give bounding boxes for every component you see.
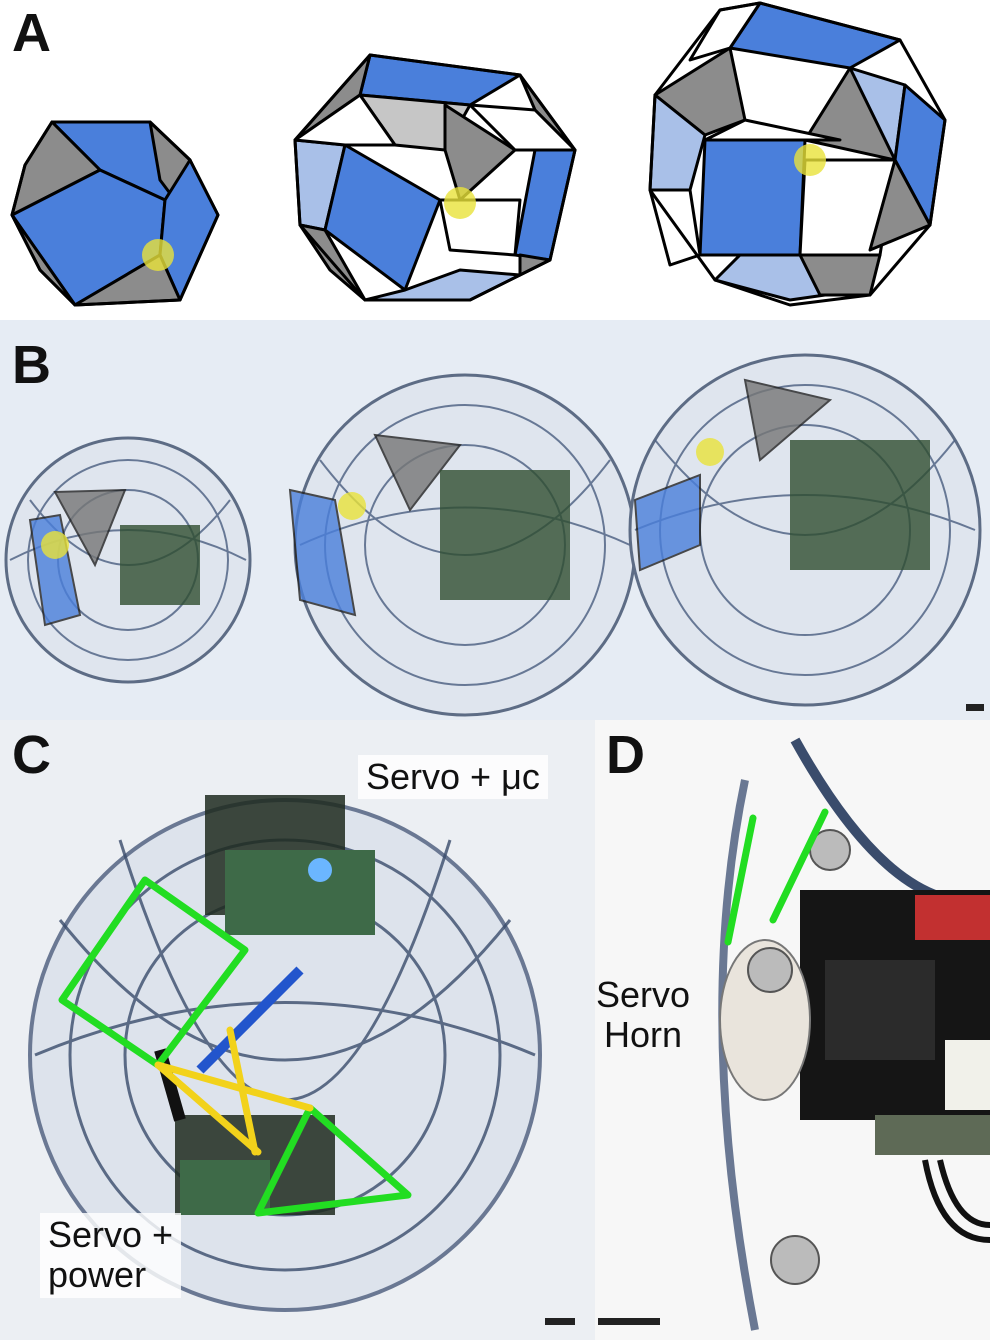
panel-label-c: C: [12, 725, 51, 785]
panel-b-photos: [0, 320, 990, 720]
robot-sphere-compact: [4, 436, 252, 684]
panel-d-photo: [595, 720, 990, 1340]
label-servo-mc: Servo + μc: [358, 755, 548, 800]
highlight-horn-lines: [724, 808, 829, 946]
robot-sphere-mid: [288, 373, 637, 717]
scale-bar-d: [598, 1318, 660, 1325]
label-servo-power-line1: Servo +: [48, 1214, 174, 1255]
scale-bar-b: [966, 704, 984, 711]
panel-label-a: A: [12, 3, 51, 63]
polyhedron-mid: [293, 53, 577, 302]
panel-label-b: B: [12, 335, 51, 395]
joint-marker: [444, 187, 476, 219]
panel-c-photo: [0, 720, 595, 1340]
panel-label-d: D: [606, 725, 645, 785]
scale-bar-c: [545, 1318, 575, 1325]
robot-sphere-annotated: [28, 795, 542, 1312]
highlight-links: [154, 1026, 314, 1156]
label-servo-horn-line1: Servo: [596, 974, 691, 1015]
polyhedron-compact: [10, 120, 220, 307]
highlight-triangle: [254, 1104, 412, 1217]
joint-marker: [794, 144, 826, 176]
label-servo-horn: Servo Horn: [588, 973, 698, 1058]
label-servo-power: Servo + power: [40, 1213, 182, 1298]
label-servo-horn-line2: Horn: [604, 1014, 683, 1056]
polyhedron-expanded: [648, 1, 947, 307]
servo-closeup: [718, 737, 990, 1331]
joint-marker: [142, 239, 174, 271]
robot-sphere-expanded: [628, 353, 982, 707]
panel-a-diagrams: [10, 1, 947, 307]
label-servo-power-line2: power: [48, 1254, 147, 1296]
